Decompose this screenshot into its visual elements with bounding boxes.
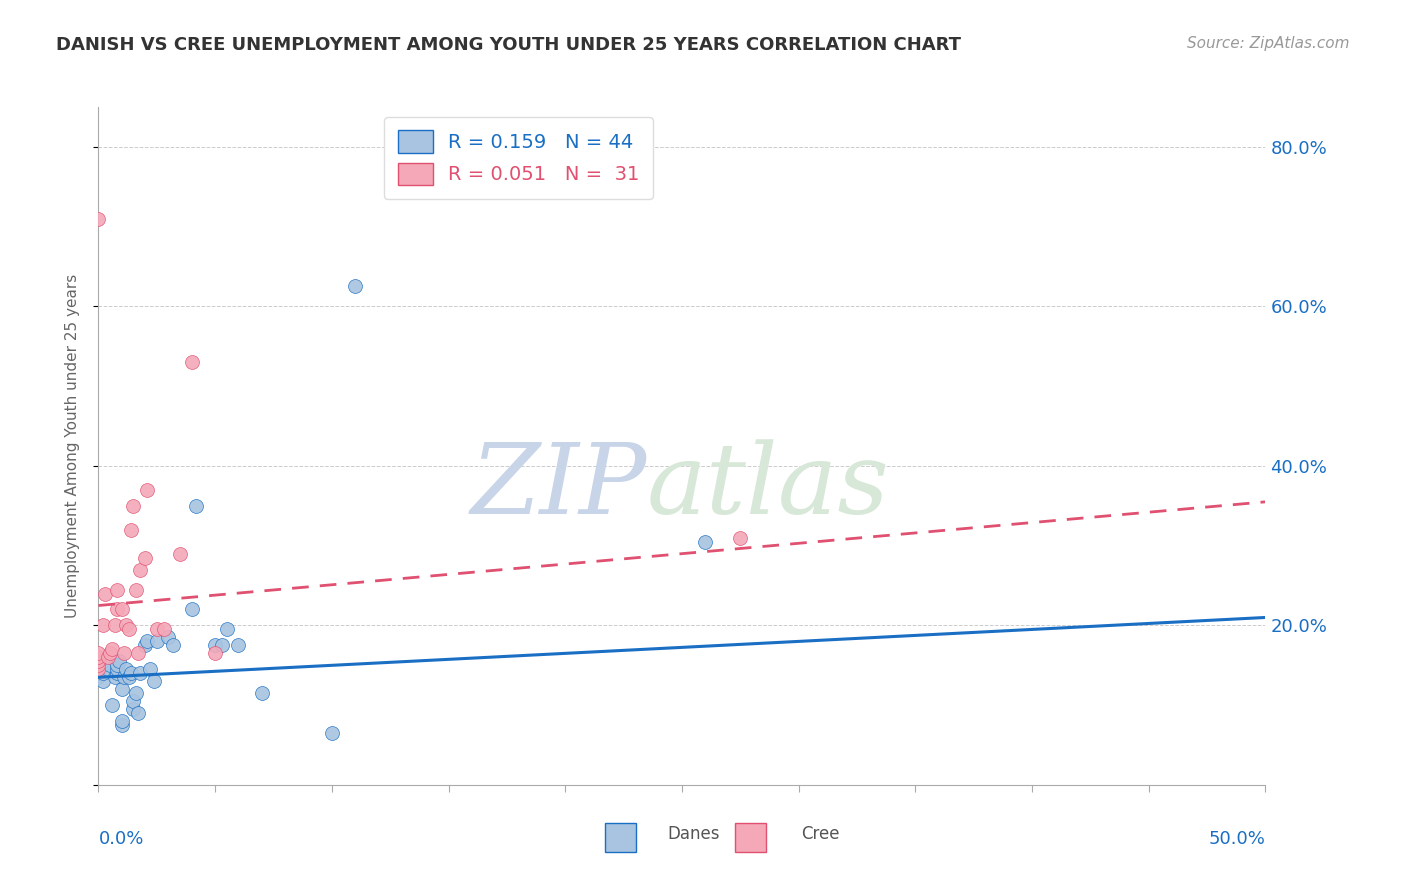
Point [180,602,202,616]
Point [211,639,233,653]
Point [105,658,128,673]
Text: Danes: Danes [668,825,720,843]
Text: DANISH VS CREE UNEMPLOYMENT AMONG YOUTH UNDER 25 YEARS CORRELATION CHART: DANISH VS CREE UNEMPLOYMENT AMONG YOUTH … [56,36,962,54]
Point [91,674,114,689]
Point [127,706,149,721]
Point [111,714,134,728]
Text: Cree: Cree [801,825,839,843]
Point [101,642,124,657]
Point [115,618,138,632]
Point [186,499,208,513]
Point [125,582,148,597]
Point [87,654,110,668]
Point [122,702,145,716]
Point [87,650,110,665]
Point [105,666,128,681]
Point [105,602,128,616]
Point [105,662,128,676]
Point [139,662,162,676]
Point [129,666,152,681]
Point [120,523,142,537]
Point [169,547,191,561]
Point [134,639,156,653]
Point [87,658,110,673]
Text: 50.0%: 50.0% [1209,830,1265,847]
Point [146,634,169,648]
Point [134,550,156,565]
Point [105,582,128,597]
Point [87,211,110,226]
Point [127,646,149,660]
Point [112,670,135,684]
Point [87,654,110,668]
Point [162,639,184,653]
Point [204,646,226,660]
Point [87,658,110,673]
Point [87,670,110,684]
Point [136,483,159,497]
Point [152,623,174,637]
Point [98,646,121,660]
Point [122,694,145,708]
Point [98,658,121,673]
Point [143,674,166,689]
Point [146,623,169,637]
Point [104,670,127,684]
Point [250,686,273,700]
Point [91,666,114,681]
Point [87,666,110,681]
Point [112,646,135,660]
Point [120,666,142,681]
Point [97,650,120,665]
Point [87,646,110,660]
Point [111,718,134,732]
Y-axis label: Unemployment Among Youth under 25 years: Unemployment Among Youth under 25 years [65,274,80,618]
Legend: R = 0.159   N = 44, R = 0.051   N =  31: R = 0.159 N = 44, R = 0.051 N = 31 [384,117,654,199]
Point [111,682,134,697]
Point [87,662,110,676]
Point [101,698,124,713]
Point [104,618,127,632]
Point [108,654,131,668]
Point [730,531,752,545]
Point [91,618,114,632]
Point [129,563,152,577]
Point [94,586,117,600]
Point [228,639,250,653]
Point [118,670,141,684]
Text: atlas: atlas [647,439,890,534]
Point [157,631,180,645]
Point [344,279,367,293]
Text: 0.0%: 0.0% [98,830,143,847]
Point [215,623,238,637]
Point [695,534,717,549]
Point [204,639,226,653]
Point [111,602,134,616]
Point [180,355,202,369]
Text: Source: ZipAtlas.com: Source: ZipAtlas.com [1187,36,1350,51]
Point [118,623,141,637]
Text: ZIP: ZIP [471,439,647,534]
Point [122,499,145,513]
Point [136,634,159,648]
Point [87,662,110,676]
Point [125,686,148,700]
Point [97,662,120,676]
Point [115,662,138,676]
Point [321,726,343,740]
